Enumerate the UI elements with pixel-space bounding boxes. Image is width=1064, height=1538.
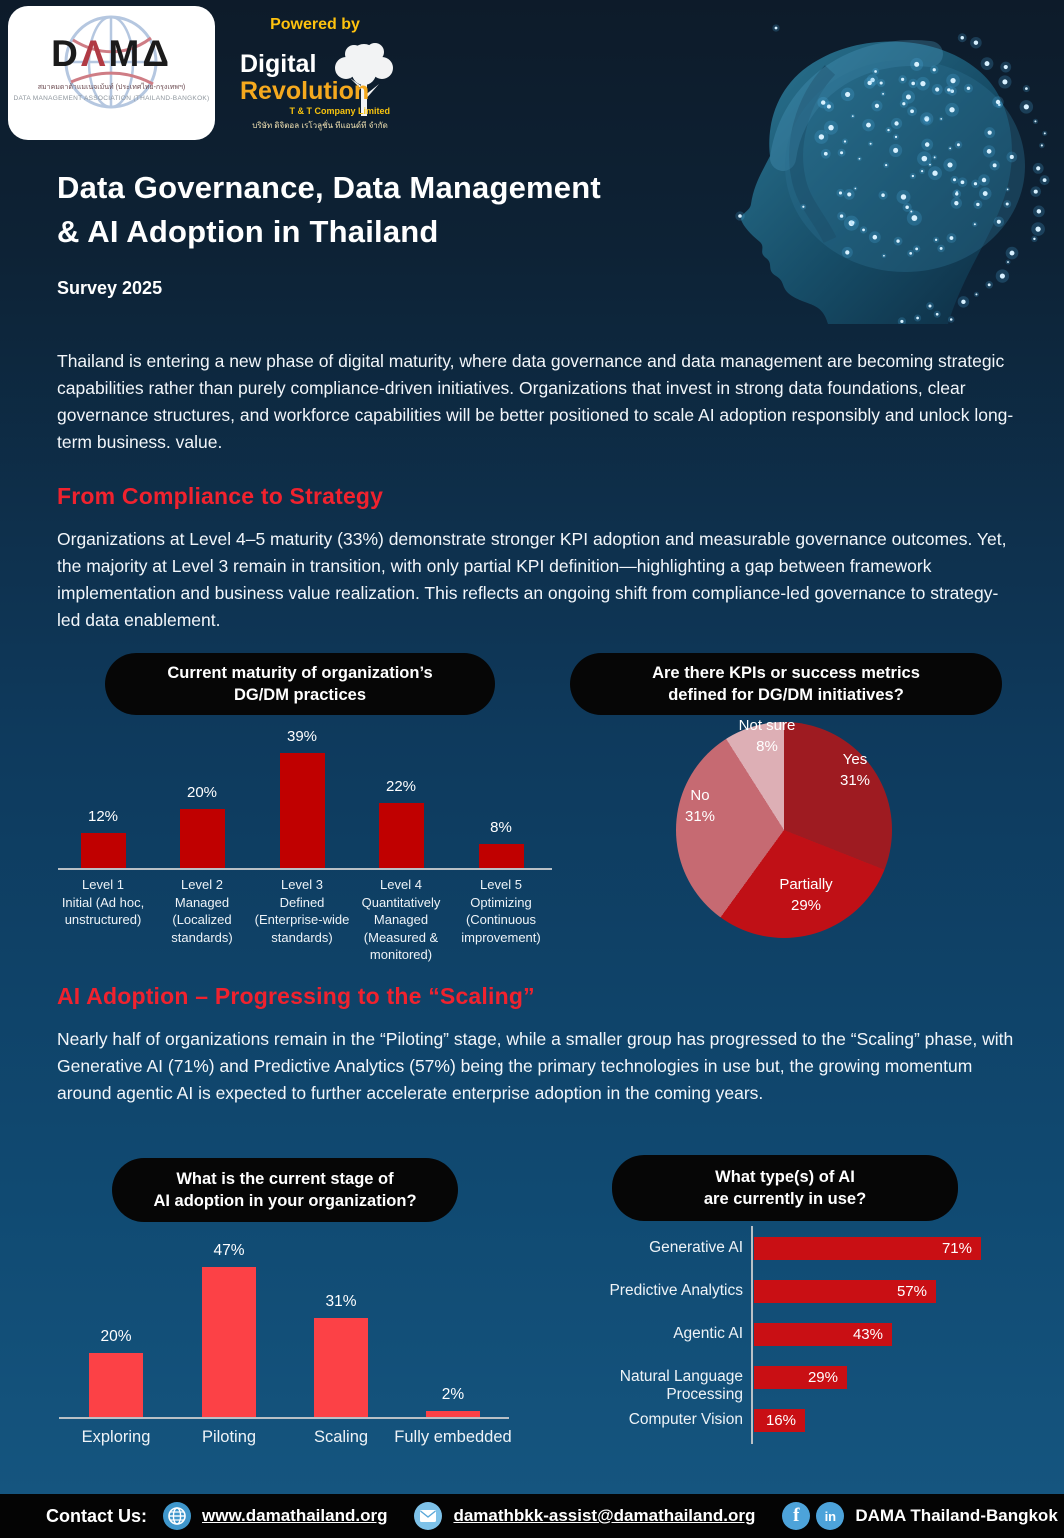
bar-category-label: Level 4 Quantitatively Managed (Measured… [361,877,441,962]
ai-types-hbar-chart: What type(s) of AI are currently in use?… [545,1150,1025,1465]
bar: 16% [754,1409,805,1432]
bar-category-label: Generative AI [649,1239,743,1256]
bar [279,753,325,868]
email-link[interactable]: damathbkk-assist@damathailand.org [453,1506,756,1525]
bar-value-label: 57% [896,1283,927,1300]
bar-value-label: 43% [852,1326,883,1343]
bar-category-label: Level 3 Defined (Enterprise-wide standar… [254,877,350,945]
x-axis [58,868,552,870]
kpi-pie-chart: Are there KPIs or success metrics define… [565,648,1010,960]
bar-value-label: 2% [441,1386,465,1403]
chart-title-pill: Are there KPIs or success metrics define… [570,653,1002,715]
skull-highlight [770,40,943,171]
dr-word-revolution: Revolution [240,77,370,105]
bar [80,833,126,868]
pie-slice-label: No 31% [684,787,716,825]
ai-head-illustration [735,24,1050,324]
chart-title-pill: What type(s) of AI are currently in use? [612,1155,958,1221]
dr-word-digital: Digital [240,50,317,78]
bar-category-label: Predictive Analytics [609,1282,743,1299]
bar-value-label: 71% [941,1240,972,1257]
bar [179,809,225,868]
bar-category-label: Natural Language Processing [619,1368,743,1403]
pie-slice-label: Yes 31% [839,751,871,789]
bar-value-label: 22% [385,778,417,795]
bar-category-label: Scaling [313,1428,369,1446]
neuron-dots [735,24,1050,324]
section-heading-compliance: From Compliance to Strategy [57,483,384,509]
bar-category-label: Agentic AI [673,1325,743,1342]
bar-value-label: 47% [213,1242,245,1259]
bar [378,803,424,868]
section-heading-ai-adoption: AI Adoption – Progressing to the “Scalin… [57,983,535,1009]
survey-subtitle: Survey 2025 [57,278,163,298]
chart-title-pill: Current maturity of organization’s DG/DM… [105,653,495,715]
dama-logo-text: DΛMΔ [51,33,172,74]
contact-us-label: Contact Us: [46,1505,148,1526]
bar [314,1318,368,1417]
footer-bar: Contact Us: www.damathailand.org damathb… [0,1494,1064,1538]
bar-category-label: Computer Vision [628,1411,743,1428]
maturity-bar-chart: Current maturity of organization’s DG/DM… [58,648,558,962]
dr-thai-line: บริษัท ดิจิตอล เรโวลูชั่น ทีแอนด์ที จำกั… [252,121,388,130]
powered-by-block: Powered by Digital Revolution T & T Comp… [240,16,410,142]
bar-value-label: 8% [490,819,512,836]
dama-logo-card: DΛMΔ สมาคมดาต้าแมเนจเม้นท์ (ประเทศไทย-กร… [8,6,215,140]
section-body-compliance: Organizations at Level 4–5 maturity (33%… [57,529,1007,630]
bar-category-label: Level 1 Initial (Ad hoc, unstructured) [61,877,145,927]
face-inner-line [789,65,837,244]
linkedin-icon[interactable]: in [816,1502,845,1530]
dama-thai-name: สมาคมดาต้าแมเนจเม้นท์ (ประเทศไทย-กรุงเทพ… [37,84,186,91]
globe-logo-icon [64,15,158,109]
pie-slice-label: Not sure 8% [738,717,796,755]
pie-slice-label: Partially 29% [779,876,833,914]
bar: 57% [754,1280,936,1303]
bar-category-label: Level 5 Optimizing (Continuous improveme… [461,877,541,945]
digital-revolution-logo: Digital Revolution T & T Company Limited… [240,43,410,142]
bar-value-label: 29% [807,1369,838,1386]
bar [478,844,524,868]
globe-icon [163,1502,192,1530]
bar-category-label: Fully embedded [394,1428,512,1446]
pie [676,722,892,938]
intro-paragraph: Thailand is entering a new phase of digi… [57,351,1014,452]
bar-value-label: 12% [87,808,119,825]
dr-company-line: T & T Company Limited [289,106,390,116]
tree-icon [335,43,393,116]
bar-value-label: 20% [100,1328,132,1345]
bar-category-label: Exploring [81,1428,151,1446]
bar [426,1411,480,1417]
page-title: Data Governance, Data Management & AI Ado… [57,170,601,249]
section-body-ai-adoption: Nearly half of organizations remain in t… [57,1029,1014,1103]
ai-stage-bar-chart: What is the current stage of AI adoption… [55,1150,515,1465]
x-axis [59,1417,509,1419]
social-handle: DAMA Thailand-Bangkok [855,1506,1058,1525]
brain-glow [785,60,1025,272]
bar-value-label: 31% [325,1293,357,1310]
bar-value-label: 20% [186,784,218,801]
bar [89,1353,143,1417]
bar-value-label: 16% [765,1412,796,1429]
bar-category-label: Piloting [201,1428,257,1446]
bar-value-label: 39% [286,728,318,745]
chart-title-pill: What is the current stage of AI adoption… [112,1158,458,1222]
envelope-icon [414,1502,443,1530]
bar: 71% [754,1237,981,1260]
bar-category-label: Level 2 Managed (Localized standards) [171,877,233,945]
powered-by-label: Powered by [270,16,360,33]
bar: 43% [754,1323,892,1346]
facebook-icon[interactable]: f [782,1502,811,1530]
bar [202,1267,256,1417]
website-link[interactable]: www.damathailand.org [202,1506,388,1525]
bar: 29% [754,1366,847,1389]
dama-english-name: DATA MANAGEMENT ASSOCIATION (THAILAND-BA… [13,95,210,102]
y-axis [751,1226,753,1444]
